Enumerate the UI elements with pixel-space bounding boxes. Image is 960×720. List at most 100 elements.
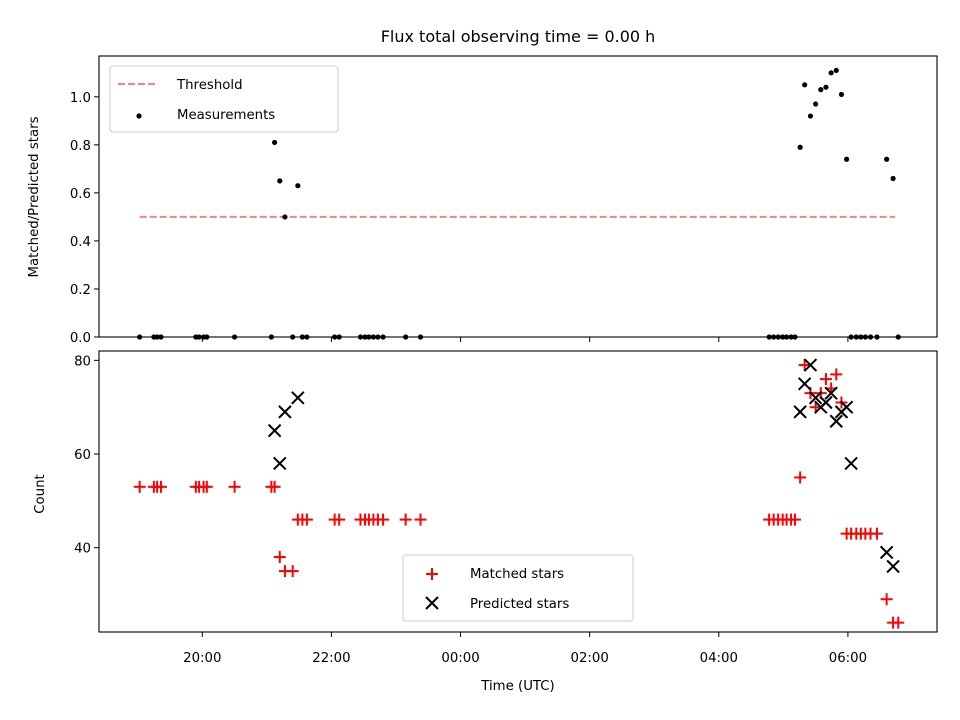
chart-title: Flux total observing time = 0.00 h	[381, 27, 656, 46]
matched-star-point	[333, 513, 346, 526]
x-b	[291, 391, 305, 405]
legend-threshold-label: Threshold	[176, 78, 243, 93]
legend-measurements-marker	[136, 113, 142, 119]
top-ytick-label: 0.4	[70, 235, 91, 250]
x-b	[797, 377, 812, 391]
matched-star-point	[268, 480, 281, 493]
x-b	[824, 386, 838, 400]
measurement-point	[797, 144, 803, 150]
x-b	[803, 358, 818, 372]
measurement-point	[813, 101, 819, 107]
top-ytick-label: 0.6	[70, 187, 91, 202]
matched-star-point	[377, 513, 390, 526]
predicted-star-point	[273, 456, 287, 471]
bottom-legend: Matched stars Predicted stars	[402, 554, 634, 622]
top-ytick-label: 0.8	[70, 139, 91, 154]
predicted-star-point	[793, 405, 807, 419]
matched-star-point	[414, 513, 427, 526]
xtick-label: 04:00	[700, 651, 738, 666]
legend-matched-label: Matched stars	[470, 567, 564, 582]
predicted-star-point	[879, 545, 894, 560]
matched-star-point	[892, 616, 905, 629]
top-ytick-label: 1.0	[70, 91, 91, 106]
top-ytick-label: 0.0	[70, 331, 91, 346]
measurement-point	[802, 82, 808, 88]
matched-star-point	[880, 593, 893, 606]
measurement-point	[282, 214, 288, 220]
x-b	[278, 405, 292, 419]
x-b	[879, 545, 894, 560]
predicted-star-point	[797, 377, 812, 391]
xtick-label: 06:00	[829, 651, 867, 666]
legend-predicted-marker	[425, 596, 439, 610]
matched-star-point	[300, 513, 313, 526]
predicted-star-point	[267, 423, 282, 438]
legend-measurements-label: Measurements	[177, 108, 275, 123]
measurement-point	[277, 178, 283, 184]
top-legend: Threshold Measurements	[109, 65, 339, 133]
legend-matched-marker	[426, 568, 438, 580]
x-b	[844, 456, 858, 471]
matched-star-point	[399, 513, 412, 526]
bottom-xlabel: Time (UTC)	[480, 679, 555, 694]
predicted-star-point	[278, 405, 292, 419]
predicted-star-point	[808, 391, 823, 405]
predicted-star-point	[824, 386, 838, 400]
measurement-point	[295, 183, 301, 189]
measurement-point	[884, 156, 890, 162]
bottom-ylabel: Count	[33, 474, 48, 514]
measurement-point	[828, 70, 834, 76]
top-ytick-label: 0.2	[70, 283, 91, 298]
bottom-ytick-label: 40	[74, 542, 91, 557]
measurement-point	[823, 84, 829, 90]
xtick-label: 22:00	[312, 651, 350, 666]
matched-star-point	[819, 373, 832, 386]
legend-predicted-label: Predicted stars	[470, 597, 569, 612]
matched-star-point	[200, 480, 213, 493]
matched-star-point	[830, 368, 843, 381]
predicted-star-point	[829, 414, 843, 428]
bottom-plot-area	[133, 358, 905, 629]
bottom-ytick-label: 60	[74, 448, 91, 463]
x-b	[793, 405, 807, 419]
measurement-point	[844, 156, 850, 162]
measurement-point	[807, 113, 814, 119]
x-b	[267, 423, 282, 438]
top-ylabel: Matched/Predicted stars	[27, 116, 42, 277]
measurement-point	[838, 91, 845, 98]
measurement-point	[818, 87, 824, 93]
bottom-legend-box	[402, 554, 634, 622]
predicted-star-point	[803, 358, 818, 372]
x-b	[829, 414, 843, 428]
measurement-point	[272, 139, 278, 146]
predicted-star-point	[839, 400, 854, 414]
matched-star-point	[154, 480, 167, 493]
xtick-label: 20:00	[183, 651, 221, 666]
matched-star-point	[286, 565, 299, 578]
x-b	[819, 395, 833, 410]
matched-star-point	[228, 480, 241, 493]
top-legend-box	[109, 65, 339, 133]
bottom-ytick-label: 80	[74, 354, 91, 369]
x-b	[808, 391, 823, 405]
matched-star-point	[788, 513, 801, 526]
matched-star-point	[870, 527, 883, 540]
top-plot-frame	[98, 55, 938, 338]
predicted-star-point	[819, 395, 833, 410]
x-b	[839, 400, 854, 414]
matched-star-point	[794, 471, 807, 484]
x-b	[273, 456, 287, 471]
matched-star-point	[133, 480, 146, 493]
measurement-point	[833, 67, 839, 74]
xtick-label: 00:00	[441, 651, 479, 666]
xtick-label: 02:00	[570, 651, 608, 666]
predicted-star-point	[291, 391, 305, 405]
bottom-plot-frame	[98, 350, 938, 633]
predicted-star-point	[844, 456, 858, 471]
measurement-point	[890, 175, 896, 182]
x-b	[886, 559, 900, 574]
matched-star-point	[273, 551, 286, 564]
matched-star-point	[798, 359, 811, 372]
predicted-star-point	[886, 559, 900, 574]
